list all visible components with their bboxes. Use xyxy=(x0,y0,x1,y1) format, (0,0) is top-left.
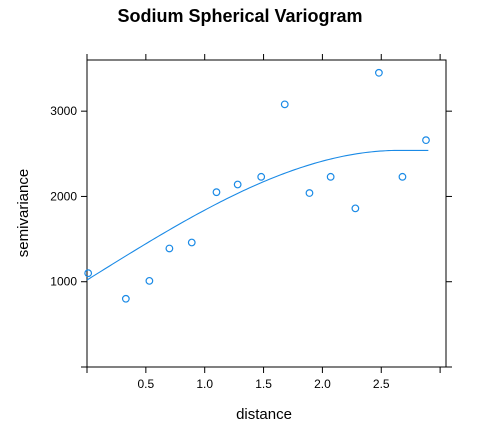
data-point xyxy=(280,100,289,109)
x-tick-label: 2.0 xyxy=(314,377,331,391)
data-point xyxy=(398,172,407,181)
data-point xyxy=(233,180,242,189)
axis-ticks xyxy=(81,54,452,373)
data-point xyxy=(422,136,430,145)
data-point xyxy=(212,188,221,197)
y-axis-label: semivariance xyxy=(15,169,32,257)
data-point xyxy=(305,189,314,197)
x-tick-label: 1.0 xyxy=(196,377,213,391)
chart-title: Sodium Spherical Variogram xyxy=(117,6,362,26)
tick-labels: 0.5 1.0 1.5 2.0 2.5 1000 2000 3000 xyxy=(50,104,390,391)
data-point xyxy=(326,172,335,181)
x-axis-label: distance xyxy=(236,406,292,423)
fit-line xyxy=(86,149,429,281)
data-point xyxy=(375,68,383,77)
plot-frame xyxy=(86,59,447,368)
data-point xyxy=(84,269,93,278)
data-points xyxy=(84,68,430,303)
y-tick-label: 2000 xyxy=(50,189,77,203)
x-tick-label: 2.5 xyxy=(373,377,390,391)
x-tick-label: 0.5 xyxy=(138,377,155,391)
x-tick-label: 1.5 xyxy=(255,377,272,391)
data-point xyxy=(257,172,266,181)
data-point xyxy=(187,238,196,247)
data-point xyxy=(351,204,360,213)
data-point xyxy=(121,294,130,303)
y-tick-label: 1000 xyxy=(50,275,77,289)
y-tick-label: 3000 xyxy=(50,104,77,118)
data-point xyxy=(145,276,154,285)
data-point xyxy=(165,244,174,253)
